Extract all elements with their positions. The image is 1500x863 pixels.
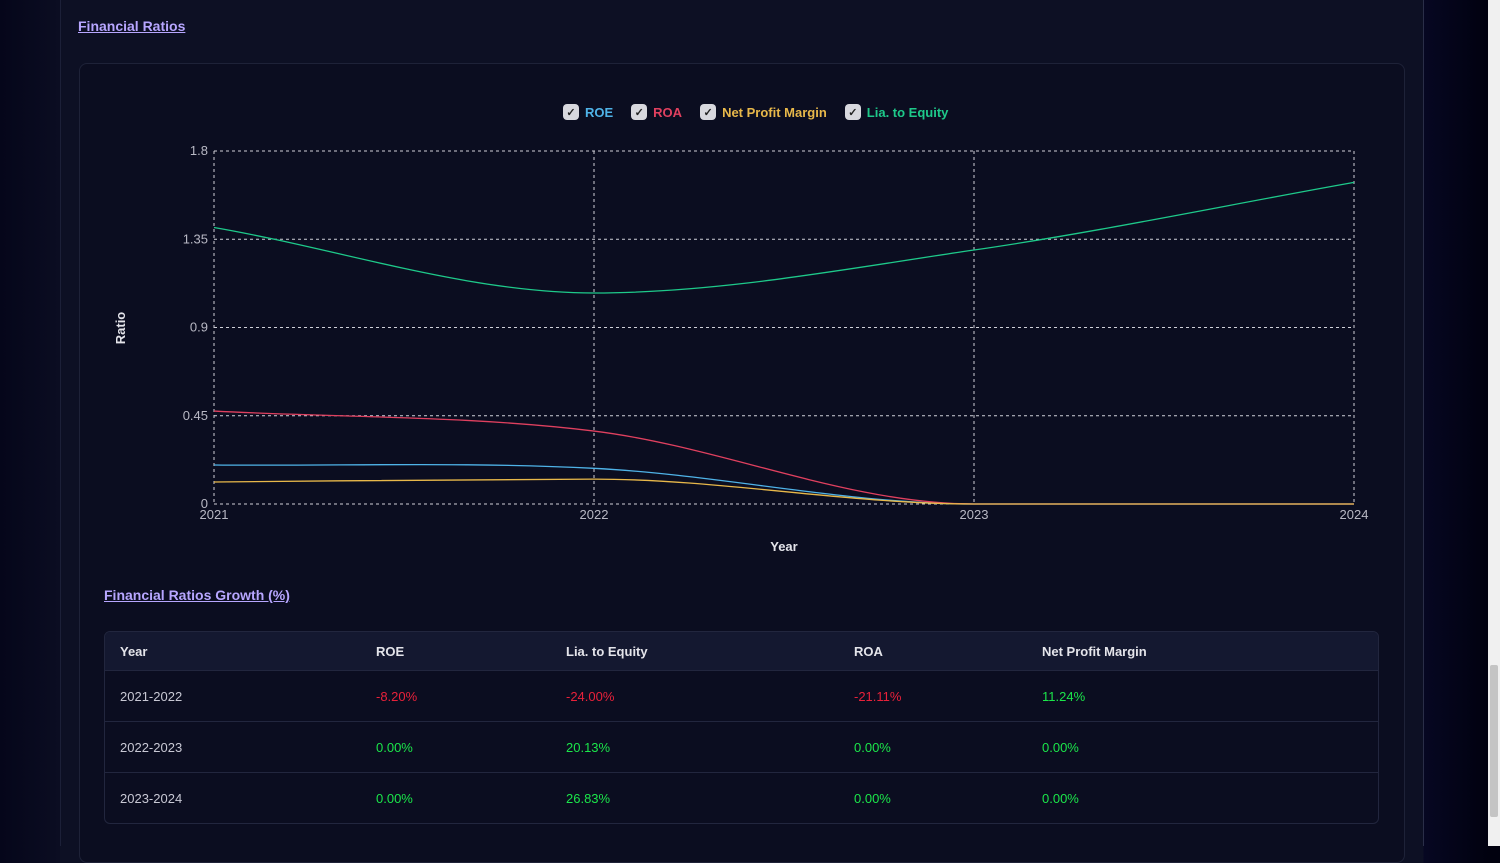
column-header: ROE: [376, 643, 405, 659]
table-cell: 2023-2024: [120, 790, 183, 806]
table-row: 2022-2023 0.00% 20.13% 0.00% 0.00%: [105, 721, 1378, 772]
series-line-net-profit-margin: [213, 478, 1354, 505]
x-tick-label: 2023: [960, 507, 989, 522]
table-row: 2021-2022 -8.20% -24.00% -21.11% 11.24%: [105, 670, 1378, 721]
table-cell: 0.00%: [376, 739, 413, 755]
column-header: ROA: [854, 643, 883, 659]
legend-item-roa[interactable]: ✓ ROA: [631, 104, 682, 120]
x-tick-label: 2021: [200, 507, 229, 522]
x-tick-label: 2024: [1340, 507, 1369, 522]
y-tick-label: 0: [201, 496, 208, 511]
table-cell: 2022-2023: [120, 739, 183, 755]
series-line-roe: [213, 463, 1354, 505]
x-tick-label: 2022: [580, 507, 609, 522]
checkbox-checked-icon[interactable]: ✓: [844, 104, 861, 120]
table-cell: 0.00%: [854, 739, 891, 755]
series-line-lia-to-equity: [213, 181, 1355, 294]
checkbox-checked-icon[interactable]: ✓: [631, 104, 648, 120]
column-header: Year: [120, 643, 148, 659]
line-chart: 0 0.45 0.9 1.35 1.8 2021 2022 2023 2024 Year Ratio: [113, 143, 1369, 554]
table-cell: 0.00%: [1042, 790, 1079, 806]
y-tick-label: 0.9: [190, 320, 208, 335]
y-axis-label: Ratio: [113, 312, 128, 345]
table-cell: -8.20%: [376, 688, 418, 704]
legend-item-roe[interactable]: ✓ ROE: [563, 104, 613, 120]
column-header: Lia. to Equity: [566, 643, 648, 659]
table-cell: -24.00%: [566, 688, 615, 704]
growth-table: Year ROE Lia. to Equity ROA Net Profit Margi…: [104, 631, 1379, 824]
checkbox-checked-icon[interactable]: ✓: [700, 104, 717, 120]
chart-legend: ✓ ROE ✓ ROA ✓ Net Profit Margin ✓ Lia. to Equit…: [563, 104, 948, 120]
table-row: 2023-2024 0.00% 26.83% 0.00% 0.00%: [105, 772, 1378, 823]
x-axis-label: Year: [770, 539, 797, 554]
checkbox-checked-icon[interactable]: ✓: [563, 104, 579, 120]
scrollbar-thumb[interactable]: [1490, 665, 1498, 817]
legend-label: ROE: [585, 104, 614, 120]
series-line-roa: [213, 410, 1354, 505]
table-cell: 20.13%: [566, 739, 611, 755]
column-header: Net Profit Margin: [1042, 643, 1147, 659]
growth-title[interactable]: Financial Ratios Growth (%): [104, 587, 290, 603]
legend-label: Net Profit Margin: [722, 104, 827, 120]
y-tick-label: 0.45: [183, 408, 208, 423]
legend-label: ROA: [653, 104, 683, 120]
table-cell: -21.11%: [854, 688, 902, 704]
table-cell: 0.00%: [376, 790, 413, 806]
y-tick-label: 1.8: [190, 143, 208, 158]
table-cell: 11.24%: [1042, 688, 1086, 704]
table-header: Year ROE Lia. to Equity ROA Net Profit Margi…: [105, 632, 1378, 670]
y-tick-label: 1.35: [183, 231, 208, 246]
table-cell: 26.83%: [566, 790, 611, 806]
legend-label: Lia. to Equity: [866, 104, 949, 120]
section-title[interactable]: Financial Ratios: [78, 18, 186, 34]
legend-item-lia-to-equity[interactable]: ✓ Lia. to Equity: [844, 104, 949, 120]
table-cell: 0.00%: [854, 790, 891, 806]
table-cell: 0.00%: [1042, 739, 1079, 755]
legend-item-net-profit-margin[interactable]: ✓ Net Profit Margin: [700, 104, 827, 120]
scrollbar[interactable]: [1488, 0, 1500, 846]
table-cell: 2021-2022: [120, 688, 183, 704]
